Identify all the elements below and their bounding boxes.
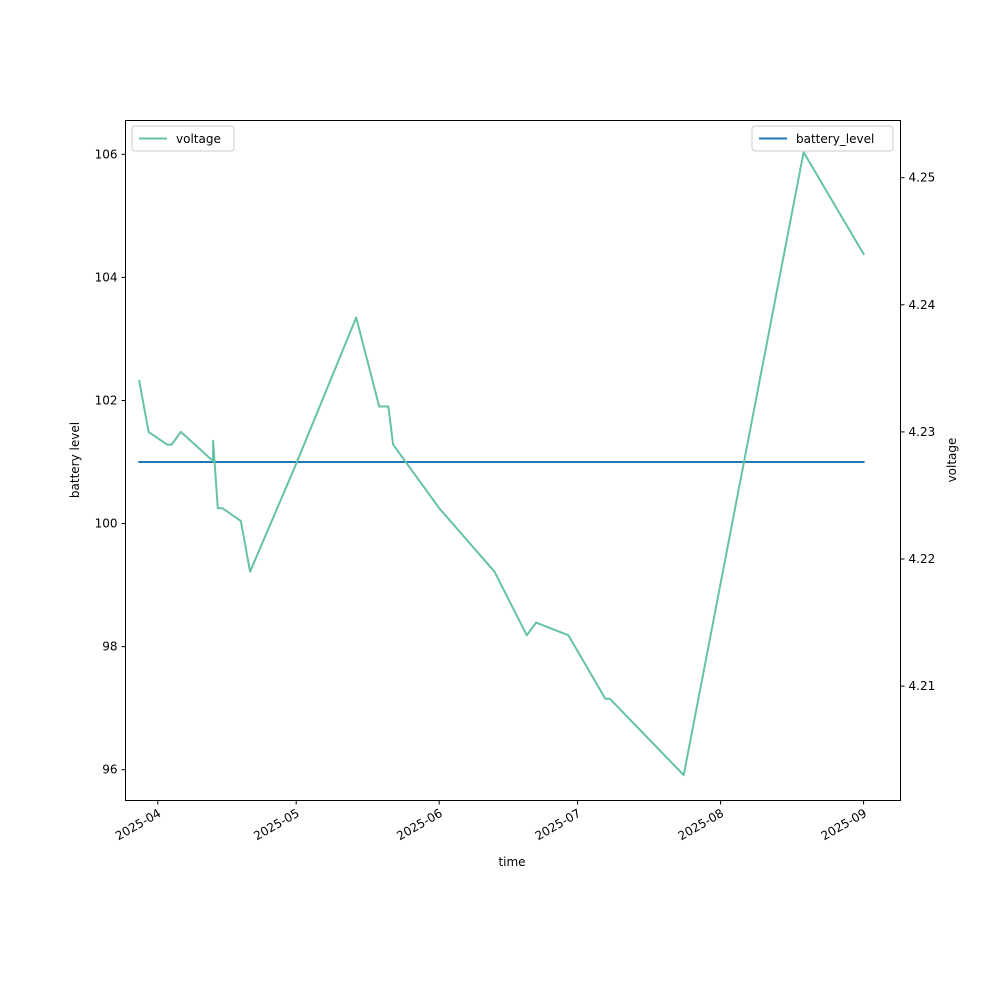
legend-layer: voltage battery_level [131, 125, 894, 152]
series-line-voltage [138, 151, 865, 777]
y2-tick-label: 4.22 [909, 552, 936, 566]
y2-tick-label: 4.23 [909, 425, 936, 439]
y-tick-label: 100 [95, 517, 118, 531]
legend-battery-level: battery_level [751, 125, 894, 152]
y-tick-label: 96 [102, 763, 117, 777]
legend-label: battery_level [796, 132, 874, 146]
legend-box [131, 125, 235, 152]
y-axis-label: battery level [68, 422, 82, 498]
legend-voltage: voltage [131, 125, 235, 152]
series-layer [138, 151, 865, 777]
y2-tick-label: 4.21 [909, 679, 936, 693]
y-tick-label: 104 [95, 270, 118, 284]
plot-area [125, 120, 901, 801]
plot-frame [125, 120, 901, 801]
y-tick-label: 106 [95, 147, 118, 161]
legend-box [751, 125, 894, 152]
y-tick-label: 102 [95, 394, 118, 408]
y2-axis-label: voltage [945, 438, 959, 483]
y2-tick-label: 4.25 [909, 171, 936, 185]
y-tick-label: 98 [102, 640, 117, 654]
y2-tick-label: 4.24 [909, 298, 936, 312]
x-axis-label: time [498, 855, 525, 869]
legend-label: voltage [176, 132, 221, 146]
